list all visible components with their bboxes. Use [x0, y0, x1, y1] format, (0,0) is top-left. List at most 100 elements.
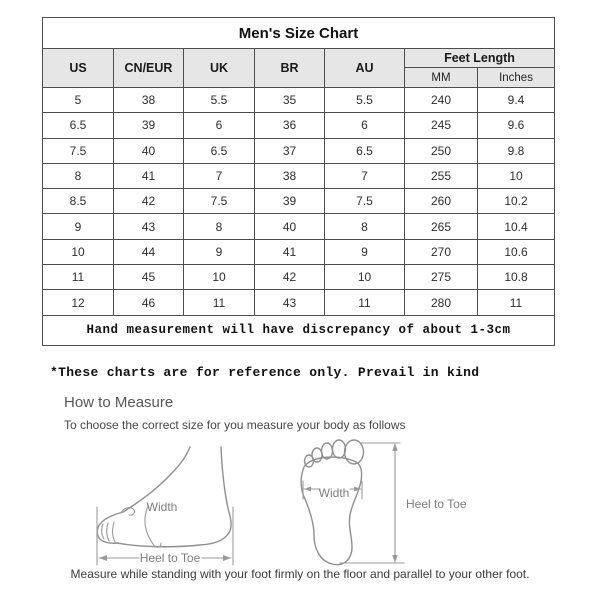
table-cell: 6.5 — [324, 137, 405, 164]
table-cell: 7.5 — [183, 188, 255, 215]
table-cell: 10 — [476, 162, 556, 190]
size-chart-table: Men's Size Chart US CN/EUR UK BR AU Feet… — [41, 17, 556, 346]
measurement-discrepancy-note: Hand measurement will have discrepancy o… — [41, 314, 556, 346]
table-row: 8.5 42 7.5 39 7.5 260 10.2 — [42, 188, 556, 215]
table-cell: 42 — [113, 188, 184, 215]
table-cell: 12 — [42, 289, 114, 316]
foot-side-view-diagram: Width Heel to Toe — [90, 445, 268, 571]
table-cell: 39 — [113, 112, 184, 139]
table-cell: 37 — [254, 137, 325, 164]
table-cell: 43 — [254, 289, 325, 316]
table-cell: 265 — [404, 213, 478, 240]
col-header-inches: Inches — [476, 67, 556, 88]
how-to-measure-heading: How to Measure — [64, 394, 174, 411]
table-cell: 42 — [254, 264, 325, 291]
table-cell: 11 — [183, 289, 255, 316]
table-row: 11 45 10 42 10 275 10.8 — [42, 264, 556, 291]
table-cell: 38 — [113, 86, 184, 114]
table-row: 8 41 7 38 7 255 10 — [42, 162, 556, 190]
table-row: 12 46 11 43 11 280 11 — [42, 289, 556, 316]
footprint-diagram: Width Heel to Toe — [292, 437, 512, 569]
table-cell: 8.5 — [42, 188, 114, 215]
col-header-mm: MM — [404, 67, 478, 88]
table-cell: 5 — [42, 86, 114, 114]
table-row: 7.5 40 6.5 37 6.5 250 9.8 — [42, 137, 556, 164]
table-cell: 6 — [324, 112, 405, 139]
table-row: 10 44 9 41 9 270 10.6 — [42, 238, 556, 266]
measure-instruction-caption: Measure while standing with your foot fi… — [70, 567, 530, 581]
table-cell: 10 — [183, 264, 255, 291]
table-cell: 10.8 — [476, 264, 556, 291]
table-cell: 7 — [324, 162, 405, 190]
table-cell: 7.5 — [42, 137, 114, 164]
table-row: 9 43 8 40 8 265 10.4 — [42, 213, 556, 240]
table-cell: 11 — [476, 289, 556, 316]
table-cell: 10.6 — [476, 238, 556, 266]
reference-note: *These charts are for reference only. Pr… — [50, 365, 480, 380]
col-header-uk: UK — [183, 48, 255, 88]
table-cell: 9 — [324, 238, 405, 266]
how-to-measure-subtitle: To choose the correct size for you measu… — [64, 418, 406, 432]
table-cell: 44 — [113, 238, 184, 266]
table-cell: 10 — [324, 264, 405, 291]
table-cell: 35 — [254, 86, 325, 114]
table-cell: 10.2 — [476, 188, 556, 215]
table-cell: 11 — [324, 289, 405, 316]
col-header-cn-eur: CN/EUR — [113, 48, 184, 88]
table-title-row: Men's Size Chart — [41, 17, 556, 49]
col-header-feet-length: Feet Length — [403, 48, 556, 68]
table-cell: 9.6 — [476, 112, 556, 139]
table-cell: 39 — [254, 188, 325, 215]
table-cell: 43 — [113, 213, 184, 240]
table-cell: 250 — [404, 137, 478, 164]
table-cell: 6 — [183, 112, 255, 139]
table-cell: 7 — [183, 162, 255, 190]
table-cell: 9.8 — [476, 137, 556, 164]
table-subheader-row: MM Inches — [43, 67, 556, 88]
table-cell: 270 — [404, 238, 478, 266]
table-cell: 46 — [113, 289, 184, 316]
table-cell: 38 — [254, 162, 325, 190]
table-cell: 10 — [42, 238, 114, 266]
table-cell: 6.5 — [42, 112, 114, 139]
table-cell: 41 — [254, 238, 325, 266]
table-row: 5 38 5.5 35 5.5 240 9.4 — [42, 86, 556, 114]
side-width-label: Width — [147, 500, 178, 514]
footprint-heel-to-toe-label: Heel to Toe — [406, 497, 467, 511]
col-header-au: AU — [324, 48, 405, 88]
table-cell: 40 — [254, 213, 325, 240]
table-cell: 9.4 — [476, 86, 556, 114]
table-cell: 11 — [42, 264, 114, 291]
table-cell: 40 — [113, 137, 184, 164]
table-cell: 41 — [113, 162, 184, 190]
table-cell: 280 — [404, 289, 478, 316]
col-header-us: US — [42, 48, 114, 88]
table-cell: 6.5 — [183, 137, 255, 164]
table-cell: 8 — [324, 213, 405, 240]
size-table-body: 5 38 5.5 35 5.5 240 9.4 6.5 39 6 36 6 245 9.6 7.5 40 6.5… — [42, 86, 556, 316]
table-title: Men's Size Chart — [41, 17, 556, 49]
table-cell: 275 — [404, 264, 478, 291]
table-cell: 9 — [42, 213, 114, 240]
table-cell: 36 — [254, 112, 325, 139]
table-row: 6.5 39 6 36 6 245 9.6 — [42, 112, 556, 139]
footprint-icon: Width Heel to Toe — [300, 439, 467, 566]
table-cell: 8 — [183, 213, 255, 240]
table-note-row: Hand measurement will have discrepancy o… — [41, 314, 556, 346]
table-cell: 7.5 — [324, 188, 405, 215]
table-cell: 5.5 — [324, 86, 405, 114]
table-cell: 9 — [183, 238, 255, 266]
side-heel-to-toe-label: Heel to Toe — [140, 551, 201, 565]
table-cell: 240 — [404, 86, 478, 114]
table-cell: 245 — [404, 112, 478, 139]
table-header-row: US CN/EUR UK BR AU Feet Length — [42, 48, 556, 88]
table-cell: 260 — [404, 188, 478, 215]
table-cell: 255 — [404, 162, 478, 190]
col-header-br: BR — [254, 48, 325, 88]
table-cell: 45 — [113, 264, 184, 291]
footprint-width-label: Width — [319, 486, 350, 500]
foot-side-view-icon: Width Heel to Toe — [96, 446, 234, 566]
table-cell: 10.4 — [476, 213, 556, 240]
table-cell: 5.5 — [183, 86, 255, 114]
table-cell: 8 — [42, 162, 114, 190]
